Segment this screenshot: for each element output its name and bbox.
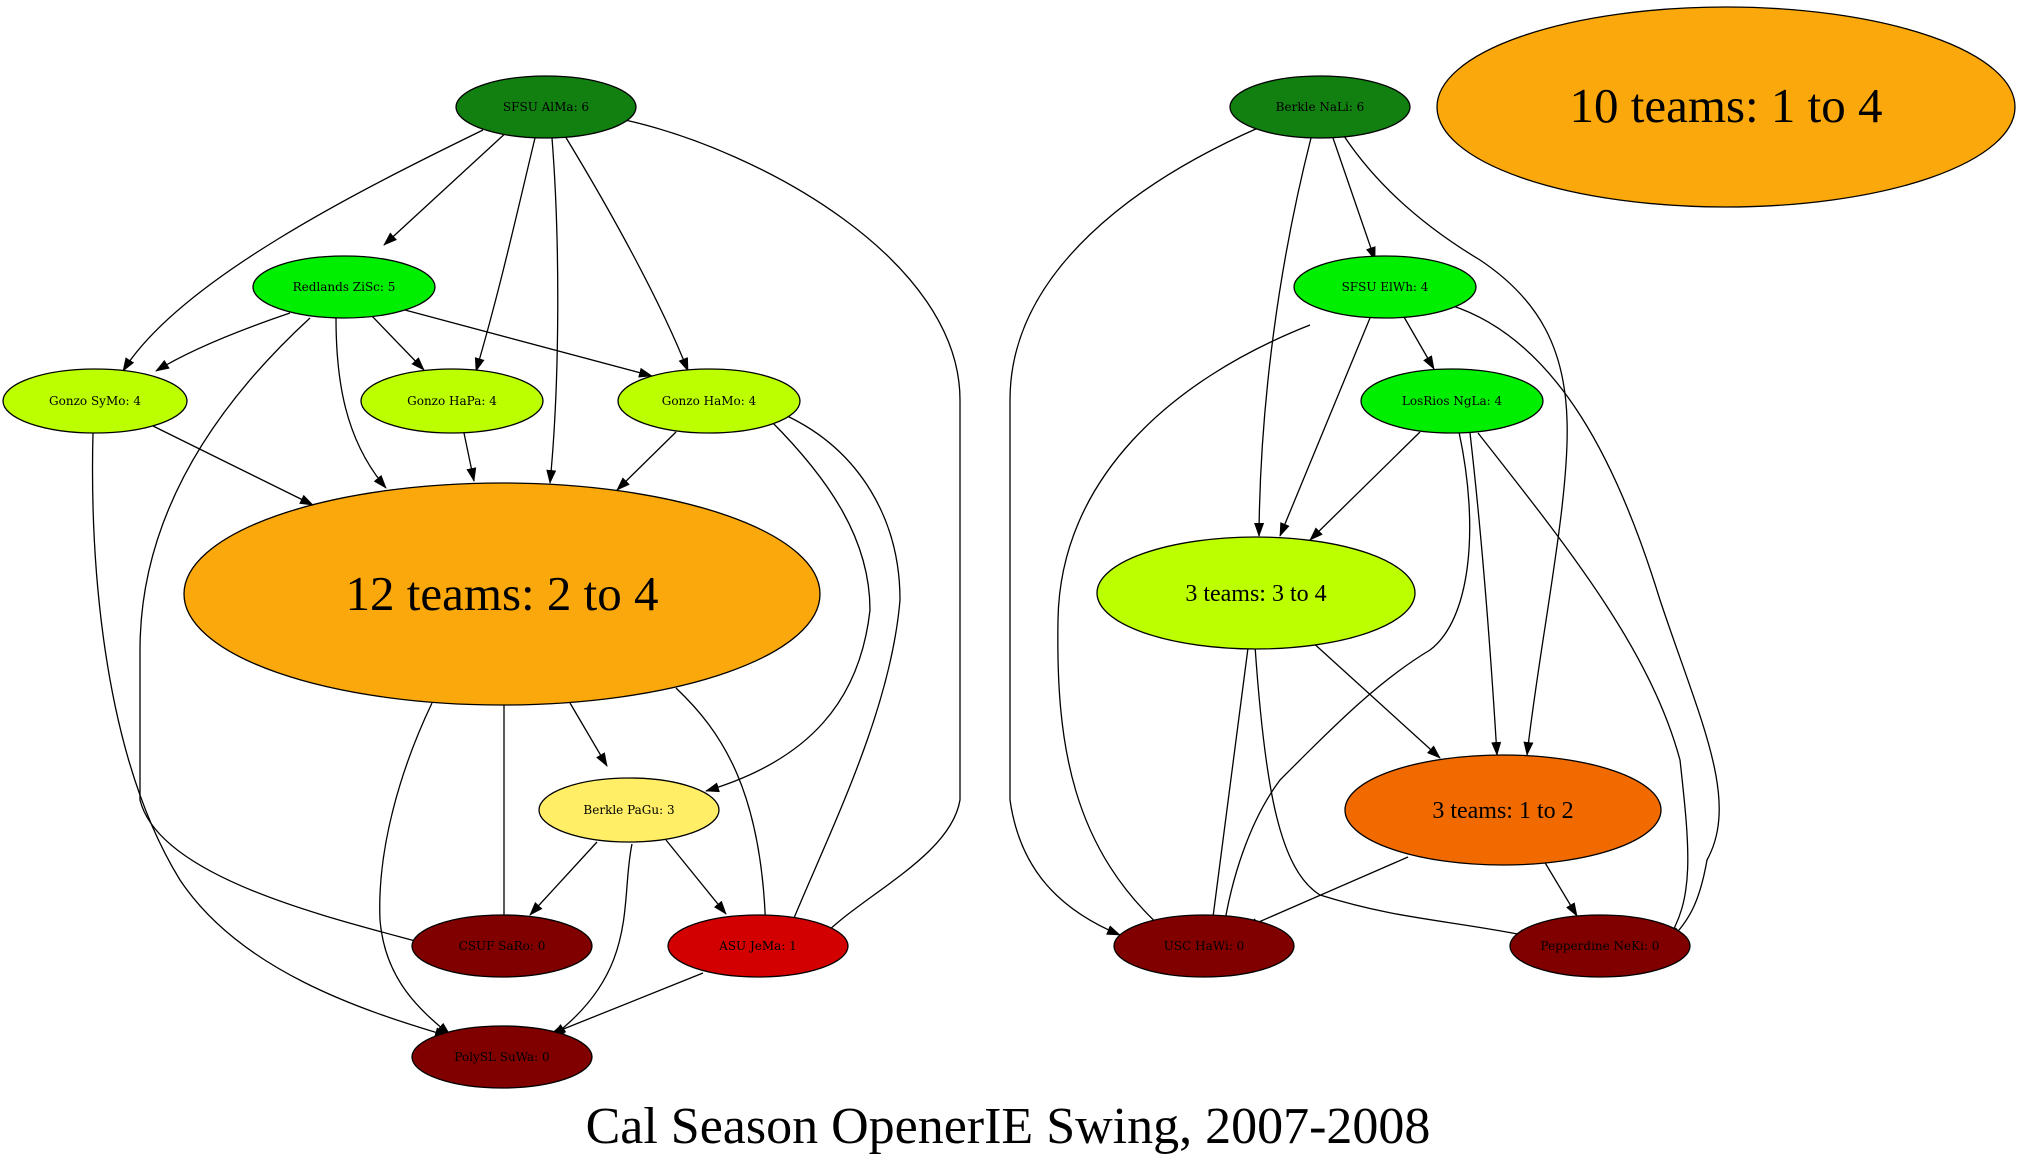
node-pepperdine-neki: Pepperdine NeKi: 0 — [1509, 914, 1691, 978]
node-shape — [538, 777, 720, 843]
node-label: Berkle NaLi: 6 — [1276, 100, 1365, 114]
node-shape — [411, 914, 593, 978]
edge-redlands-group12 — [335, 317, 387, 489]
node-shape — [183, 482, 821, 706]
node-label: PolySL SuWa: 0 — [454, 1050, 549, 1064]
node-group-12-teams: 12 teams: 2 to 4 — [183, 482, 821, 706]
edge-gonzo_hapa-group12 — [463, 432, 477, 482]
edge-losrios-usc_hawi — [1218, 431, 1471, 941]
edge-sfsu_alma-gonzo_hamo — [564, 135, 689, 372]
graph-title: Cal Season OpenerIE Swing, 2007-2008 — [586, 1098, 1431, 1155]
node-shape — [252, 255, 436, 319]
edge-redlands-csuf_saro — [139, 317, 431, 947]
node-shape — [617, 368, 801, 434]
edge-losrios-group3b — [1469, 432, 1502, 756]
edge-sfsu_alma-gonzo_symo — [122, 129, 484, 372]
node-asu-jema: ASU JeMa: 1 — [667, 914, 849, 978]
node-shape — [1360, 368, 1544, 434]
node-shape — [1436, 6, 2016, 208]
node-polysl-suwa: PolySL SuWa: 0 — [411, 1025, 593, 1089]
node-group-3-teams-3-4: 3 teams: 3 to 4 — [1096, 536, 1416, 650]
edge-berkle_pagu-csuf_saro — [529, 841, 598, 916]
node-redlands-zisc: Redlands ZiSc: 5 — [252, 255, 436, 319]
edge-redlands-gonzo_hapa — [370, 314, 425, 371]
node-gonzo-symo: Gonzo SyMo: 4 — [2, 368, 188, 434]
node-gonzo-hapa: Gonzo HaPa: 4 — [360, 368, 544, 434]
edge-sfsu_alma-redlands — [383, 129, 510, 246]
edge-sfsu_alma-gonzo_hapa — [474, 137, 536, 372]
edge-redlands-gonzo_hamo — [404, 309, 653, 378]
node-gonzo-hamo: Gonzo HaMo: 4 — [617, 368, 801, 434]
edge-sfsu_elwh-losrios — [1403, 316, 1435, 370]
node-label: SFSU ElWh: 4 — [1342, 280, 1429, 294]
node-losrios-ngla: LosRios NgLa: 4 — [1360, 368, 1544, 434]
edge-berkle_nali-usc_hawi — [1009, 127, 1259, 936]
edge-sfsu_elwh-usc_hawi — [1057, 324, 1311, 936]
node-label: Pepperdine NeKi: 0 — [1541, 939, 1660, 953]
node-shape — [411, 1025, 593, 1089]
node-group-3-teams-1-2: 3 teams: 1 to 2 — [1344, 754, 1662, 866]
edge-sfsu_alma-asu_jema — [624, 119, 961, 947]
node-shape — [2, 368, 188, 434]
node-label: 12 teams: 2 to 4 — [345, 566, 658, 621]
node-csuf-saro: CSUF SaRo: 0 — [411, 914, 593, 978]
node-label: LosRios NgLa: 4 — [1402, 394, 1503, 408]
node-sfsu-elwh: SFSU ElWh: 4 — [1293, 255, 1477, 319]
edge-gonzo_symo-polysl_suwa — [91, 431, 449, 1038]
edge-group3b-pepp_neki — [1543, 860, 1578, 917]
node-label: 10 teams: 1 to 4 — [1569, 78, 1882, 133]
edge-berkle_pagu-polysl_suwa — [552, 843, 633, 1037]
node-shape — [1293, 255, 1477, 319]
edge-berkle_pagu-asu_jema — [665, 839, 727, 915]
node-berkle-pagu: Berkle PaGu: 3 — [538, 777, 720, 843]
node-label: Gonzo HaMo: 4 — [662, 394, 757, 408]
node-label: Redlands ZiSc: 5 — [293, 280, 396, 294]
node-label: 3 teams: 3 to 4 — [1185, 581, 1326, 607]
edge-gonzo_hamo-asu_jema — [782, 414, 901, 946]
node-sfsu-alma: SFSU AlMa: 6 — [455, 75, 637, 139]
node-shape — [1229, 75, 1411, 139]
node-label: USC HaWi: 0 — [1164, 939, 1244, 953]
edge-group12-asu_jema — [675, 687, 771, 946]
node-shape — [1509, 914, 1691, 978]
node-label: Gonzo SyMo: 4 — [49, 394, 141, 408]
node-berkle-nali: Berkle NaLi: 6 — [1229, 75, 1411, 139]
node-shape — [455, 75, 637, 139]
node-group-10-teams: 10 teams: 1 to 4 — [1436, 6, 2016, 208]
edge-group3a-usc_hawi — [1206, 647, 1249, 941]
edge-redlands-gonzo_symo — [155, 312, 291, 372]
edge-sfsu_elwh-group3a — [1279, 317, 1371, 537]
node-label: 3 teams: 1 to 2 — [1432, 798, 1573, 824]
node-label: Berkle PaGu: 3 — [583, 803, 674, 817]
node-label: SFSU AlMa: 6 — [503, 100, 589, 114]
node-shape — [667, 914, 849, 978]
edge-berkle_nali-group3a — [1254, 137, 1312, 537]
edge-gonzo_hamo-group12 — [616, 431, 677, 491]
edge-sfsu_alma-group12 — [546, 137, 559, 484]
node-shape — [360, 368, 544, 434]
node-label: CSUF SaRo: 0 — [459, 939, 546, 953]
edge-group12-polysl_suwa — [379, 702, 451, 1036]
edge-gonzo_hamo-berkle_pagu — [705, 419, 871, 793]
edge-sfsu_elwh-pepp_neki — [1449, 304, 1720, 941]
node-usc-hawi: USC HaWi: 0 — [1113, 914, 1295, 978]
edge-group12-berkle_pagu — [569, 702, 608, 767]
edge-group3a-group3b — [1309, 639, 1441, 759]
node-label: Gonzo HaPa: 4 — [407, 394, 497, 408]
node-shape — [1096, 536, 1416, 650]
node-shape — [1113, 914, 1295, 978]
edge-berkle_nali-sfsu_elwh — [1332, 137, 1376, 261]
edge-berkle_nali-group3b — [1343, 135, 1568, 756]
edge-group3b-usc_hawi — [1244, 856, 1409, 929]
edge-losrios-group3a — [1309, 431, 1421, 541]
edge-losrios-pepp_neki — [1477, 432, 1689, 943]
node-shape — [1344, 754, 1662, 866]
edge-asu_jema-polysl_suwa — [550, 972, 704, 1035]
edge-gonzo_symo-group12 — [152, 425, 314, 506]
node-label: ASU JeMa: 1 — [718, 939, 797, 953]
